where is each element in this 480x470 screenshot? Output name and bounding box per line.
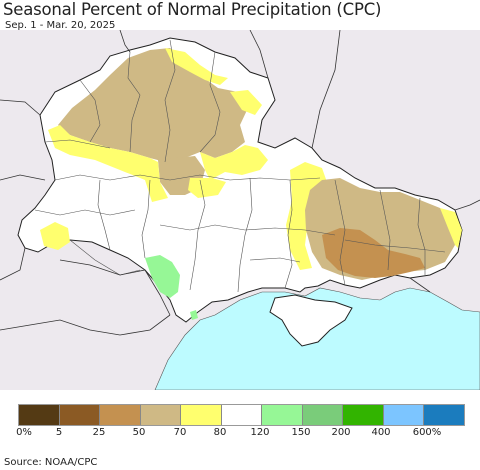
legend-label: 25: [92, 427, 106, 438]
yellow-east-band: [200, 145, 268, 180]
legend-swatch: [383, 405, 425, 425]
legend-swatch: [59, 405, 101, 425]
legend-label: 400: [371, 427, 391, 438]
legend-labels: 0% 5 25 50 70 80 120 150 200 400 600%: [0, 427, 480, 441]
map-canvas: [0, 30, 480, 390]
legend-swatch: [181, 405, 222, 425]
legend-label: 70: [173, 427, 187, 438]
yellow-northeast-strip: [230, 90, 262, 115]
legend-label: 600%: [412, 427, 442, 438]
legend-swatch: [343, 405, 384, 425]
green-coast-dot: [190, 310, 198, 320]
legend-label: 120: [250, 427, 270, 438]
legend-label: 50: [132, 427, 146, 438]
yellow-north-band: [48, 125, 168, 202]
legend-swatch: [302, 405, 344, 425]
oblast-boundaries: [34, 39, 446, 293]
date-range: Sep. 1 - Mar. 20, 2025: [5, 20, 116, 31]
yellow-center-patch: [188, 178, 226, 198]
legend-swatch: [140, 405, 182, 425]
green-southwest: [145, 255, 180, 298]
legend-swatch: [19, 405, 60, 425]
crimea: [269, 294, 353, 347]
legend-label: 80: [213, 427, 227, 438]
legend-bar: [18, 404, 465, 426]
yellow-top-strip: [165, 48, 228, 85]
country-borders: [0, 30, 480, 336]
legend-swatch: [100, 405, 141, 425]
yellow-west-patch: [40, 222, 70, 250]
legend-swatch: [221, 405, 263, 425]
legend-swatch: [424, 405, 465, 425]
legend-swatch: [262, 405, 303, 425]
legend-label: 200: [331, 427, 351, 438]
source-note: Source: NOAA/CPC: [4, 457, 98, 468]
yellow-far-east: [440, 208, 462, 248]
precipitation-map: [0, 30, 480, 390]
map-title: Seasonal Percent of Normal Precipitation…: [3, 0, 382, 19]
legend-label: 5: [55, 427, 63, 438]
legend-label: 0%: [16, 427, 32, 438]
legend-label: 150: [291, 427, 311, 438]
